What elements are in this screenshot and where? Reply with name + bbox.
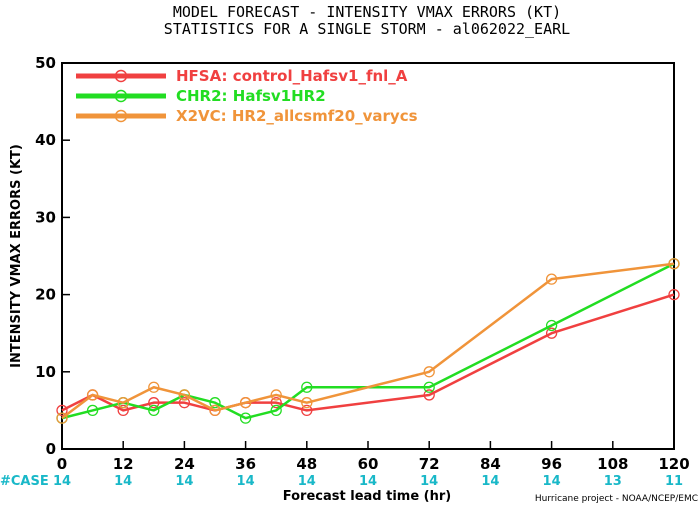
data-point	[56, 412, 68, 424]
data-point	[148, 404, 160, 417]
series-line	[61, 262, 675, 420]
case-count: 14	[481, 474, 499, 489]
series-3	[56, 258, 680, 424]
case-count: 14	[114, 474, 132, 489]
legend-marker	[114, 89, 128, 103]
y-tick-label: 10	[35, 363, 56, 381]
x-tick-label: 120	[658, 455, 689, 473]
data-point	[86, 404, 99, 417]
series-layer	[56, 258, 680, 424]
axis-ticks: 0 10 20 30 40 50 0 12 24 36 48 60 72 84 96 108 120	[35, 54, 690, 473]
x-axis-label: Forecast lead time (hr)	[283, 489, 451, 504]
data-point	[178, 389, 191, 401]
legend: HFSA: control_Hafsv1_fnl_A CHR2: Hafsv1HR…	[76, 67, 418, 125]
x-tick-label: 24	[174, 455, 195, 473]
data-point	[545, 273, 558, 285]
y-tick-label: 50	[35, 54, 56, 72]
x-tick-label: 0	[57, 455, 67, 473]
legend-label: CHR2: Hafsv1HR2	[176, 87, 326, 105]
case-count: 14	[543, 474, 561, 489]
case-count: 13	[604, 474, 622, 489]
case-count: 14	[359, 474, 377, 489]
data-point	[545, 327, 558, 339]
data-point	[301, 404, 313, 417]
x-tick-label: 60	[358, 455, 379, 473]
data-point	[178, 397, 191, 409]
data-point	[301, 381, 313, 393]
case-count: 14	[53, 474, 71, 489]
data-point	[668, 288, 680, 301]
x-tick-label: 72	[419, 455, 440, 473]
chart-title: MODEL FORECAST - INTENSITY VMAX ERRORS (…	[173, 3, 561, 21]
data-point	[86, 389, 99, 401]
data-point	[423, 366, 435, 378]
case-count: 14	[298, 474, 316, 489]
x-tick-label: 12	[113, 455, 134, 473]
series-line	[61, 262, 675, 420]
x-tick-label: 48	[296, 455, 317, 473]
case-count: 11	[665, 474, 683, 489]
data-point	[117, 404, 129, 417]
data-point	[668, 258, 680, 270]
series-line	[61, 293, 675, 412]
y-axis-label: INTENSITY VMAX ERRORS (KT)	[9, 144, 24, 368]
y-tick-label: 40	[35, 131, 56, 149]
data-point	[545, 319, 558, 332]
data-point	[239, 412, 252, 424]
data-point	[423, 381, 435, 393]
data-point	[209, 404, 221, 417]
data-point	[423, 389, 435, 401]
legend-marker	[114, 69, 128, 83]
data-point	[209, 397, 221, 409]
credit-text: Hurricane project - NOAA/NCEP/EMC	[535, 494, 698, 504]
case-count: 14	[237, 474, 255, 489]
case-count: 14	[420, 474, 438, 489]
legend-label: HFSA: control_Hafsv1_fnl_A	[176, 67, 408, 85]
y-tick-label: 0	[46, 440, 56, 458]
data-point	[117, 397, 129, 409]
y-tick-label: 20	[35, 286, 56, 304]
data-point	[56, 404, 68, 417]
data-point	[148, 381, 160, 393]
data-point	[270, 397, 282, 409]
data-point	[239, 397, 252, 409]
data-point	[148, 397, 160, 409]
data-point	[270, 389, 282, 401]
data-point	[270, 404, 282, 417]
x-tick-label: 36	[235, 455, 256, 473]
chart-subtitle: STATISTICS FOR A SINGLE STORM - al062022…	[164, 20, 570, 38]
y-tick-label: 30	[35, 208, 56, 226]
case-row: 14 14 14 14 14 14 14 14 14 13 11	[53, 474, 683, 489]
x-tick-label: 84	[480, 455, 501, 473]
x-tick-label: 96	[541, 455, 562, 473]
legend-label: X2VC: HR2_allcsmf20_varycs	[176, 107, 418, 125]
legend-marker	[114, 109, 128, 123]
case-count: 14	[175, 474, 193, 489]
x-tick-label: 108	[597, 455, 628, 473]
case-label: #CASE	[0, 474, 49, 489]
data-point	[301, 397, 313, 409]
